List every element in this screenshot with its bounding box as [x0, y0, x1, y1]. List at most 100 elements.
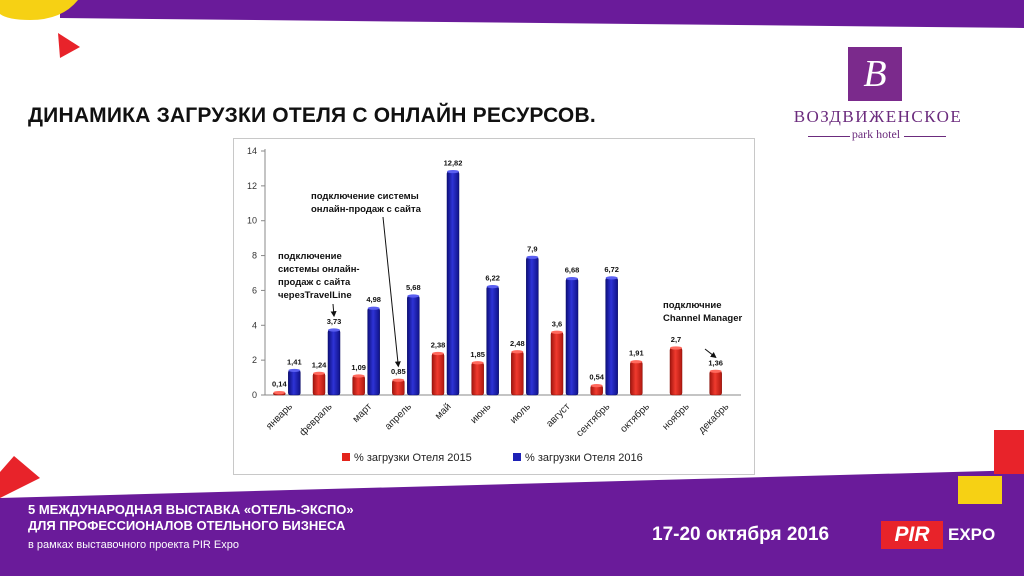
top-purple-band: [60, 0, 1024, 28]
x-tick-label: июль: [508, 401, 533, 426]
footer-exhibition-title: 5 МЕЖДУНАРОДНАЯ ВЫСТАВКА «ОТЕЛЬ-ЭКСПО»: [28, 502, 354, 517]
bar-2015-4: [392, 379, 405, 396]
bar-2016-6: [486, 286, 499, 396]
legend-label-2015: % загрузки Отеля 2015: [354, 452, 472, 464]
x-tick-label: август: [544, 401, 573, 430]
data-label: 6,72: [604, 265, 619, 274]
x-tick-label: октябрь: [618, 401, 652, 435]
x-tick-label: март: [351, 401, 375, 425]
y-tick-label: 4: [252, 320, 257, 330]
x-tick-label: январь: [264, 401, 295, 432]
bar-top-2016-4: [407, 294, 420, 298]
y-tick-label: 10: [247, 216, 257, 226]
top-left-red-triangle: [58, 33, 80, 58]
data-label: 0,14: [272, 380, 287, 389]
bar-2015-8: [550, 332, 564, 396]
y-tick-label: 12: [247, 181, 257, 191]
data-label: 2,48: [510, 339, 525, 348]
bar-2016-1: [288, 370, 301, 396]
y-tick-label: 6: [252, 285, 257, 295]
data-label: 3,73: [327, 317, 342, 326]
bar-top-2015-3: [352, 374, 365, 378]
x-tick-label: сентябрь: [574, 401, 613, 440]
annotation-1-line: подключение: [278, 251, 342, 262]
bar-2016-2: [327, 329, 341, 396]
data-label: 5,68: [406, 283, 421, 292]
bar-2015-5: [431, 353, 445, 396]
bar-2015-2: [312, 373, 326, 396]
data-label: 1,36: [708, 358, 723, 367]
data-label: 6,22: [485, 274, 500, 283]
bar-2015-6: [471, 362, 484, 396]
hotel-logo-subtitle: park hotel: [851, 127, 901, 141]
bar-top-2015-5: [432, 351, 444, 356]
bar-2015-3: [352, 375, 365, 396]
data-label: 12,82: [444, 159, 463, 168]
bar-top-2015-2: [313, 371, 325, 375]
bar-top-2015-6: [471, 361, 484, 365]
bar-2016-8: [565, 278, 579, 396]
bar-top-2016-2: [328, 328, 340, 332]
y-tick-label: 2: [252, 355, 257, 365]
annotation-3-arrow: [704, 348, 717, 359]
footer-project-note: в рамках выставочного проекта PIR Expo: [28, 539, 239, 551]
data-label: 1,91: [629, 349, 644, 358]
footer-purple-band: [0, 470, 1024, 576]
bar-top-2016-7: [526, 255, 539, 259]
bar-top-2016-8: [566, 276, 578, 281]
data-label: 4,98: [366, 295, 381, 304]
data-label: 1,41: [287, 357, 302, 366]
x-tick-label: май: [433, 401, 454, 422]
legend-swatch-2015: [342, 453, 350, 461]
data-label: 3,6: [552, 319, 562, 328]
annotation-2-line: подключение системы: [311, 191, 419, 202]
bar-top-2015-12: [709, 369, 722, 373]
bar-2016-7: [526, 257, 539, 396]
logo-divider-right: [904, 136, 946, 137]
bar-top-2016-6: [486, 284, 499, 289]
hotel-logo-name: ВОЗДВИЖЕНСКОЕ: [793, 107, 963, 126]
pir-logo: PIR: [881, 521, 943, 549]
legend-label-2016: % загрузки Отеля 2016: [525, 452, 643, 464]
bar-top-2016-1: [288, 368, 301, 373]
bar-top-2016-9: [605, 276, 618, 280]
bar-2015-11: [669, 347, 683, 396]
annotation-2-arrow: [382, 216, 401, 368]
bar-top-2015-7: [511, 350, 524, 354]
bar-2016-3: [367, 307, 380, 396]
footer-red-shape: [0, 456, 40, 498]
bar-2015-10: [630, 361, 643, 396]
data-label: 1,24: [312, 360, 327, 369]
data-label: 2,38: [431, 341, 446, 350]
legend-swatch-2016: [513, 453, 521, 461]
logo-divider-left: [808, 136, 850, 137]
annotation-3-line: Channel Manager: [663, 313, 742, 324]
bar-chart: 0 2 4 6 8 10 12 14 0,14 1,41 январь 1,24 3,73 февраль…: [247, 146, 743, 464]
x-tick-label: ноябрь: [660, 401, 692, 433]
bar-2016-4: [407, 295, 420, 396]
x-tick-label: февраль: [297, 401, 335, 439]
data-label: 0,85: [391, 367, 406, 376]
annotation-3-line: подключние: [663, 300, 721, 311]
pir-expo-label: EXPO: [948, 525, 996, 544]
bar-top-2015-10: [630, 360, 643, 364]
bar-top-2016-3: [367, 306, 380, 310]
right-red-block: [994, 430, 1024, 474]
annotation-1-arrow: [330, 303, 337, 318]
right-yellow-block: [958, 476, 1002, 504]
bar-top-2015-8: [551, 330, 563, 334]
y-tick-label: 8: [252, 251, 257, 261]
bar-top-2016-5: [447, 169, 459, 174]
data-label: 0,54: [589, 373, 604, 382]
bar-2016-9: [605, 277, 618, 396]
data-label: 6,68: [565, 266, 580, 275]
footer-exhibition-subtitle: ДЛЯ ПРОФЕССИОНАЛОВ ОТЕЛЬНОГО БИЗНЕСА: [28, 518, 346, 533]
y-tick-label: 14: [247, 146, 257, 156]
bar-2016-5: [446, 171, 460, 396]
annotation-1-line: системы онлайн-: [278, 264, 360, 275]
top-left-yellow-shape: [0, 0, 78, 20]
bar-top-2015-1: [273, 390, 286, 395]
annotation-2-line: онлайн-продаж с сайта: [311, 204, 422, 215]
bar-top-2015-4: [392, 378, 405, 382]
bar-2015-12: [709, 371, 722, 396]
